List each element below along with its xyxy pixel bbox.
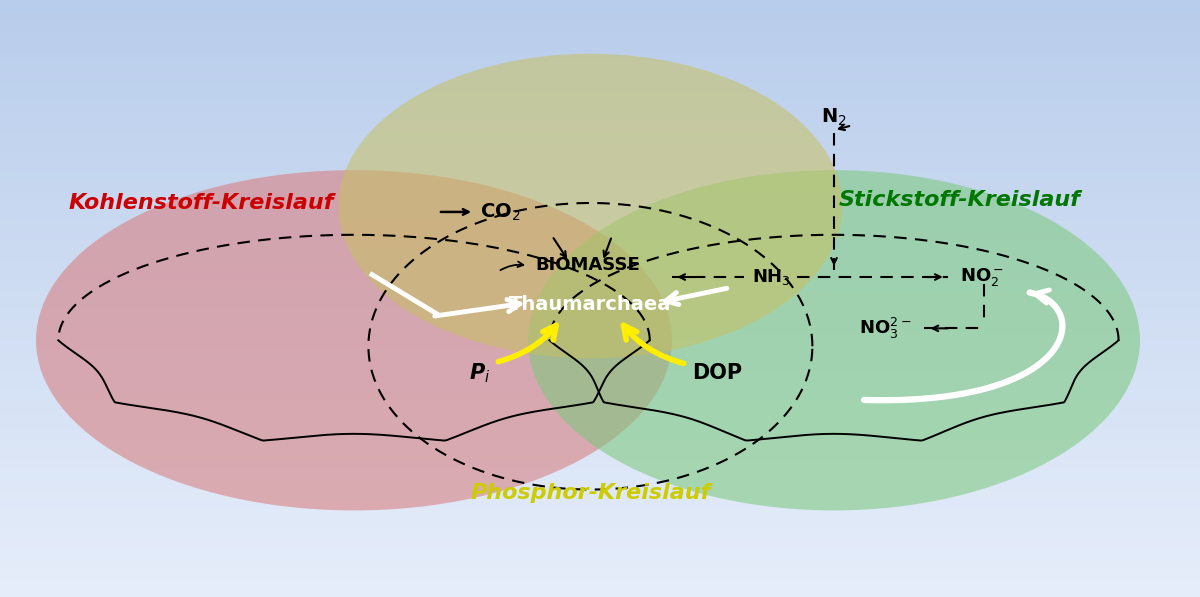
Bar bbox=[0, 60, 1200, 70]
Bar bbox=[0, 259, 1200, 269]
Bar bbox=[0, 547, 1200, 557]
Bar bbox=[0, 557, 1200, 567]
Bar bbox=[0, 318, 1200, 328]
Bar bbox=[0, 179, 1200, 189]
Bar bbox=[0, 20, 1200, 30]
Bar bbox=[0, 159, 1200, 169]
Bar bbox=[0, 537, 1200, 547]
Bar bbox=[0, 100, 1200, 109]
Text: DOP: DOP bbox=[692, 363, 743, 383]
Bar bbox=[0, 90, 1200, 100]
Bar bbox=[0, 478, 1200, 488]
Bar bbox=[0, 239, 1200, 249]
Bar bbox=[0, 298, 1200, 309]
Text: N$_2$: N$_2$ bbox=[821, 107, 847, 128]
Bar bbox=[0, 398, 1200, 408]
Bar bbox=[0, 109, 1200, 119]
Bar bbox=[0, 199, 1200, 209]
Text: Kohlenstoff-Kreislauf: Kohlenstoff-Kreislauf bbox=[68, 193, 335, 213]
Text: Phosphor-Kreislauf: Phosphor-Kreislauf bbox=[470, 482, 710, 503]
Bar bbox=[0, 358, 1200, 368]
Text: CO$_2$: CO$_2$ bbox=[480, 201, 521, 223]
Bar bbox=[0, 527, 1200, 537]
Bar bbox=[0, 577, 1200, 587]
Text: P$_i$: P$_i$ bbox=[469, 361, 491, 385]
Bar bbox=[0, 368, 1200, 378]
Bar bbox=[0, 438, 1200, 448]
Bar bbox=[0, 169, 1200, 179]
Bar bbox=[0, 348, 1200, 358]
Bar bbox=[0, 130, 1200, 139]
Bar bbox=[0, 10, 1200, 20]
Bar bbox=[0, 119, 1200, 130]
Ellipse shape bbox=[528, 170, 1140, 510]
Bar bbox=[0, 79, 1200, 90]
Bar bbox=[0, 567, 1200, 577]
Bar bbox=[0, 40, 1200, 50]
Bar bbox=[0, 309, 1200, 318]
Bar bbox=[0, 378, 1200, 388]
Bar bbox=[0, 388, 1200, 398]
Bar bbox=[0, 418, 1200, 428]
Bar bbox=[0, 229, 1200, 239]
Text: NO$_3^{2-}$: NO$_3^{2-}$ bbox=[859, 316, 912, 341]
Bar bbox=[0, 189, 1200, 199]
Bar bbox=[0, 488, 1200, 497]
Text: BIOMASSE: BIOMASSE bbox=[535, 256, 641, 274]
Bar bbox=[0, 338, 1200, 348]
Bar bbox=[0, 279, 1200, 288]
Ellipse shape bbox=[338, 54, 842, 358]
Bar bbox=[0, 149, 1200, 159]
Bar bbox=[0, 139, 1200, 149]
Bar bbox=[0, 448, 1200, 458]
Bar bbox=[0, 458, 1200, 467]
Bar bbox=[0, 249, 1200, 259]
Text: NH$_3$: NH$_3$ bbox=[752, 267, 791, 287]
Bar bbox=[0, 209, 1200, 219]
Bar bbox=[0, 518, 1200, 527]
Bar bbox=[0, 497, 1200, 507]
Bar bbox=[0, 328, 1200, 338]
Text: Stickstoff-Kreislauf: Stickstoff-Kreislauf bbox=[839, 190, 1081, 210]
Bar bbox=[0, 428, 1200, 438]
Bar bbox=[0, 70, 1200, 79]
Bar bbox=[0, 507, 1200, 518]
Ellipse shape bbox=[36, 170, 672, 510]
Bar bbox=[0, 50, 1200, 60]
Text: NO$_2^-$: NO$_2^-$ bbox=[960, 266, 1004, 288]
Bar bbox=[0, 587, 1200, 597]
Bar bbox=[0, 30, 1200, 40]
Bar bbox=[0, 288, 1200, 298]
Text: Thaumarchaea: Thaumarchaea bbox=[509, 295, 672, 314]
Bar bbox=[0, 0, 1200, 10]
Bar bbox=[0, 269, 1200, 279]
Bar bbox=[0, 467, 1200, 478]
Bar bbox=[0, 408, 1200, 418]
Bar bbox=[0, 219, 1200, 229]
